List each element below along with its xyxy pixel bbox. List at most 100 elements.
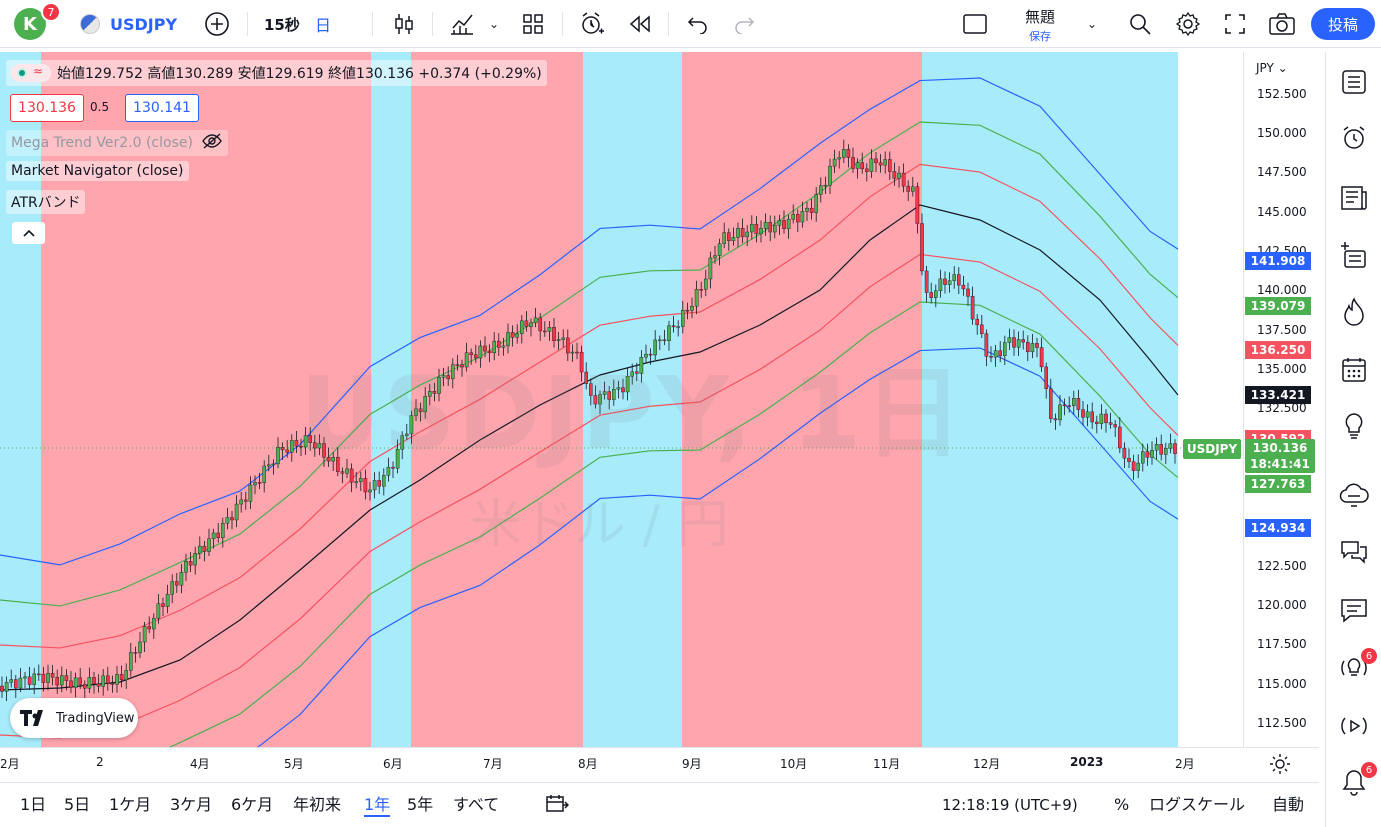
candle-body <box>625 376 630 393</box>
clock-timezone[interactable]: 12:18:19 (UTC+9) <box>942 796 1078 814</box>
fullscreen-icon[interactable] <box>1224 0 1246 48</box>
symbol-search[interactable]: USDJPY <box>110 14 178 34</box>
range-button[interactable]: すべて <box>453 795 500 814</box>
candle-body <box>294 440 299 447</box>
news-icon[interactable] <box>1338 182 1370 214</box>
messages-icon[interactable] <box>1338 594 1370 626</box>
candle-body <box>832 158 837 167</box>
market-status-icon[interactable]: ≈ <box>11 64 51 82</box>
ideas-badge: 6 <box>1361 648 1377 664</box>
time-tick: 7月 <box>483 757 503 771</box>
chevron-down-icon[interactable]: ⌄ <box>489 17 500 31</box>
tradingview-logo[interactable]: TradingView <box>10 698 138 738</box>
range-button[interactable]: 6ケ月 <box>231 795 274 814</box>
redo-icon[interactable] <box>733 0 755 48</box>
indicators-icon[interactable] <box>449 0 475 48</box>
candle-body <box>520 320 524 334</box>
percent-scale-toggle[interactable]: % <box>1114 795 1130 814</box>
candle-body <box>814 194 818 213</box>
interval-day[interactable]: 日 <box>315 16 332 35</box>
range-button[interactable]: 1年 <box>364 793 391 817</box>
range-button[interactable]: 3ケ月 <box>170 795 213 814</box>
indicator-price-label: 127.763 <box>1245 474 1311 493</box>
candle-body <box>1016 339 1021 348</box>
range-button[interactable]: 5日 <box>64 795 91 814</box>
range-button[interactable]: 1日 <box>20 795 47 814</box>
candle-body <box>713 255 717 259</box>
candle-body <box>667 325 671 342</box>
time-axis[interactable] <box>0 747 1319 782</box>
candle-icon[interactable] <box>393 0 415 48</box>
zone-down <box>0 52 41 747</box>
buy-price-button[interactable]: 130.141 <box>125 94 199 122</box>
replay-icon[interactable] <box>628 0 652 48</box>
add-list-icon[interactable] <box>1338 240 1370 272</box>
alert-clock-icon[interactable] <box>579 0 605 48</box>
range-button[interactable]: 1ケ月 <box>109 795 152 814</box>
currency-selector[interactable]: JPY ⌄ <box>1256 61 1288 75</box>
indicator-legend-mega-trend[interactable]: Mega Trend Ver2.0 (close) <box>6 130 228 156</box>
watchlist-icon[interactable] <box>1338 66 1370 98</box>
idea-lightbulb-icon[interactable] <box>1338 410 1370 442</box>
range-button[interactable]: 年初来 <box>293 795 342 814</box>
axis-settings-gear-icon[interactable] <box>1269 753 1291 779</box>
camera-icon[interactable] <box>1268 0 1296 48</box>
candle-body <box>128 652 133 671</box>
streams-broadcast-icon[interactable] <box>1338 710 1370 742</box>
collapse-legend-button[interactable] <box>12 222 45 244</box>
hot-fire-icon[interactable] <box>1338 296 1370 328</box>
save-status[interactable]: 保存 <box>1029 30 1051 43</box>
candle-body <box>105 675 110 684</box>
candle-body <box>119 674 124 680</box>
candle-body <box>303 435 308 448</box>
undo-icon[interactable] <box>687 0 709 48</box>
range-button[interactable]: 5年 <box>407 795 434 814</box>
chat-cloud-icon[interactable] <box>1338 480 1370 512</box>
indicator-legend-market-navigator[interactable]: Market Navigator (close) <box>6 161 189 181</box>
date-range-calendar-icon[interactable] <box>545 793 570 817</box>
candle-body <box>110 683 115 685</box>
fullscreen-square-icon[interactable] <box>962 0 988 48</box>
chevron-down-icon[interactable]: ⌄ <box>1087 17 1098 31</box>
candle-body <box>497 340 501 348</box>
candle-body <box>418 408 423 413</box>
publish-button[interactable]: 投稿 <box>1311 8 1375 40</box>
alarm-clock-icon[interactable] <box>1338 122 1370 154</box>
candle-body <box>414 408 418 416</box>
compare-plus-icon[interactable] <box>204 0 230 48</box>
candle-body <box>1090 411 1094 423</box>
candle-body <box>46 673 50 683</box>
candle-body <box>736 227 740 238</box>
candle-body <box>763 222 768 229</box>
log-scale-toggle[interactable]: ログスケール <box>1149 795 1246 814</box>
price-tick: 140.000 <box>1257 283 1307 298</box>
candle-body <box>193 553 198 566</box>
candle-body <box>924 270 929 293</box>
layout-grid-icon[interactable] <box>522 0 544 48</box>
user-avatar[interactable]: K <box>14 8 46 40</box>
calendar-icon[interactable] <box>1338 354 1370 386</box>
indicator-legend-atr-band[interactable]: ATRバンド <box>6 190 86 214</box>
candle-body <box>4 682 9 692</box>
candle-body <box>202 545 207 552</box>
price-chart[interactable] <box>0 52 1243 747</box>
candle-body <box>589 383 593 396</box>
auto-scale-toggle[interactable]: 自動 <box>1272 795 1305 814</box>
candle-body <box>354 481 359 483</box>
layout-title[interactable]: 無題 <box>1024 8 1055 26</box>
separator <box>372 12 373 36</box>
candle-body <box>9 679 14 683</box>
candle-body <box>1140 451 1145 464</box>
chats-icon[interactable] <box>1338 536 1370 568</box>
notifications-bell-icon[interactable] <box>1338 766 1370 798</box>
chart-canvas[interactable]: USDJPY, 1日 米ドル / 円 <box>0 52 1243 747</box>
sell-price-button[interactable]: 130.136 <box>10 94 84 122</box>
indicator-price-label: 136.250 <box>1245 341 1311 360</box>
eye-hidden-icon[interactable] <box>201 132 223 154</box>
interval-selector[interactable]: 15秒 <box>264 15 300 34</box>
search-icon[interactable] <box>1128 0 1152 48</box>
candle-body <box>349 468 354 483</box>
gear-icon[interactable] <box>1175 0 1201 48</box>
symbol-price-tag: USDJPY <box>1183 439 1241 459</box>
candle-body <box>543 330 547 333</box>
